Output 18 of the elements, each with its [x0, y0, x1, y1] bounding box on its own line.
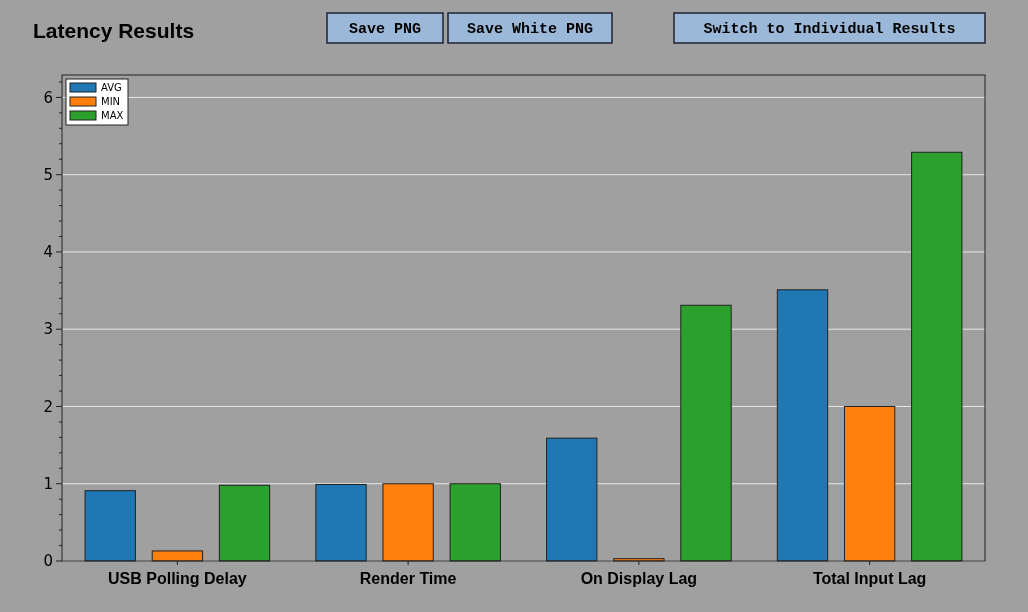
button: Save White PNG — [447, 12, 613, 44]
y-tick-label: 1 — [43, 474, 53, 493]
button: Switch to Individual Results — [673, 12, 986, 44]
x-tick-label: USB Polling Delay — [108, 570, 247, 587]
x-tick-label: Total Input Lag — [812, 570, 927, 587]
y-tick-label: 0 — [43, 552, 53, 571]
legend-label: AVG — [101, 82, 122, 93]
legend-label: MIN — [101, 96, 121, 107]
x-tick-label: Render Time — [359, 570, 457, 587]
y-tick-label: 6 — [43, 88, 53, 107]
y-tick-label: 5 — [43, 165, 53, 184]
x-tick-label: On Display Lag — [580, 570, 698, 587]
button: Save PNG — [326, 12, 444, 44]
y-tick-label: 2 — [43, 397, 53, 416]
y-tick-label: 3 — [43, 320, 53, 339]
y-tick-label: 4 — [43, 243, 53, 262]
chart-title: Latency Results — [33, 19, 195, 42]
legend-label: MAX — [101, 110, 124, 121]
